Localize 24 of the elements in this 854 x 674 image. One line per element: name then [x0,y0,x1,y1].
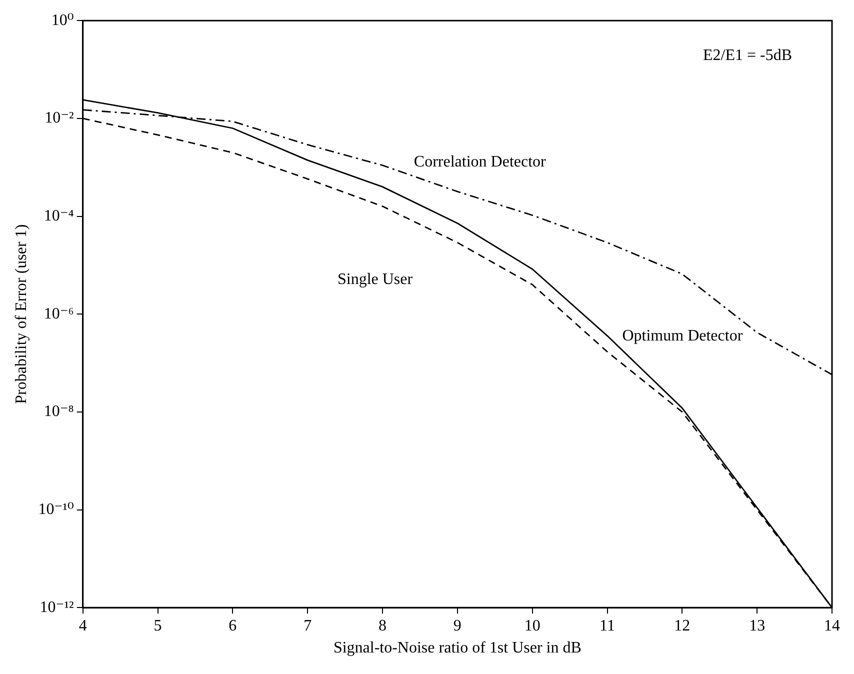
x-tick-label: 6 [228,617,237,634]
y-tick-label: 10⁻¹⁰ [38,500,74,518]
x-tick-label: 5 [154,617,162,634]
y-tick-label: 10⁰ [51,12,74,29]
x-tick-label: 9 [453,617,462,634]
y-tick-label: 10⁻⁴ [44,207,74,224]
y-tick-label: 10⁻² [44,110,74,127]
x-tick-label: 4 [78,617,87,634]
y-tick-label: 10⁻¹² [40,598,74,616]
x-tick-label: 8 [378,617,387,634]
x-tick-label: 14 [824,617,840,634]
x-tick-label: 12 [674,617,690,634]
y-tick-label: 10⁻⁶ [44,305,74,322]
x-tick-label: 13 [749,617,766,634]
y-tick-label: 10⁻⁸ [44,403,74,420]
x-tick-label: 10 [524,617,540,634]
x-tick-label: 7 [304,617,312,634]
series-label: Correlation Detector [414,154,547,171]
annotation: E2/E1 = -5dB [702,46,792,64]
text: Single User [337,271,414,288]
series-label: Optimum Detector [622,327,744,344]
x-tick-label: 11 [600,617,615,634]
x-axis-title: Signal-to-Noise ratio of 1st User in dB [333,640,582,657]
y-axis-title: Probability of Error (user 1) [12,224,30,404]
